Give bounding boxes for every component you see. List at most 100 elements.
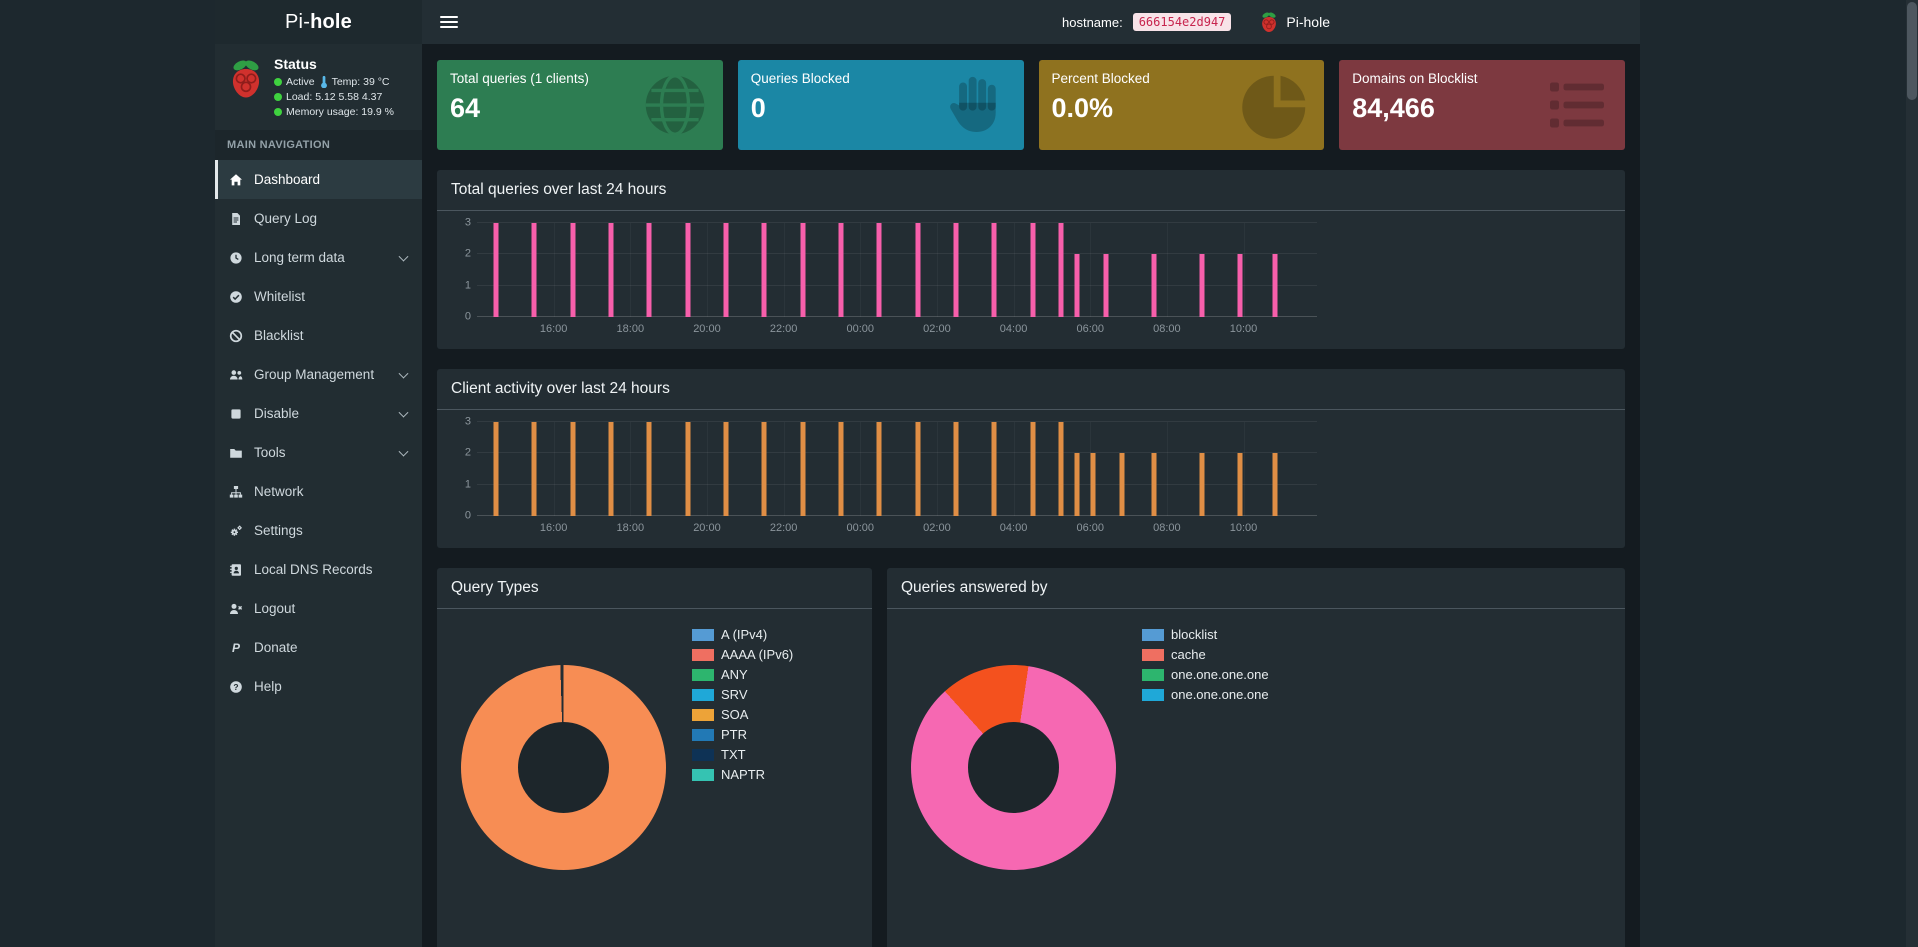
status-memory: Memory usage: 19.9 % bbox=[286, 106, 394, 118]
legend-swatch bbox=[1142, 648, 1164, 661]
clock-icon bbox=[230, 251, 242, 264]
legend-swatch bbox=[692, 628, 714, 641]
status-load-row: Load: 5.12 5.58 4.37 bbox=[274, 91, 394, 103]
sidebar-toggle-icon[interactable] bbox=[440, 16, 458, 28]
sidebar-item-label: Query Log bbox=[254, 211, 318, 226]
percent-blocked-card: Percent Blocked 0.0% bbox=[1038, 60, 1325, 150]
user-times-icon bbox=[230, 603, 243, 614]
sidebar-item-whitelist[interactable]: Whitelist bbox=[215, 277, 422, 316]
sidebar-menu: Dashboard Query Log Long term data White… bbox=[215, 160, 422, 706]
hostname-badge: 666154e2d947 bbox=[1132, 13, 1232, 31]
temperature-icon bbox=[320, 76, 327, 88]
list-icon bbox=[1550, 82, 1604, 128]
legend-item[interactable]: blocklist bbox=[1142, 627, 1269, 642]
sidebar-item-group-management[interactable]: Group Management bbox=[215, 355, 422, 394]
legend-item[interactable]: PTR bbox=[692, 727, 793, 742]
sidebar-item-query-log[interactable]: Query Log bbox=[215, 199, 422, 238]
legend-swatch bbox=[692, 668, 714, 681]
pihole-brand-link[interactable]: Pi-hole bbox=[1259, 10, 1330, 34]
sidebar-item-local-dns-records[interactable]: Local DNS Records bbox=[215, 550, 422, 589]
queries-over-time-xaxis: 16:00 18:00 20:00 22:00 00:00 02:00 04:00 06:00… bbox=[539, 323, 1258, 335]
status-active-label: Active bbox=[286, 76, 315, 88]
sidebar-item-tools[interactable]: Tools bbox=[215, 433, 422, 472]
legend-label: cache bbox=[1171, 647, 1206, 662]
home-icon bbox=[230, 173, 242, 185]
legend-swatch bbox=[1142, 668, 1164, 681]
query-types-donut[interactable] bbox=[461, 665, 666, 870]
legend-label: one.one.one.one bbox=[1171, 667, 1269, 682]
nav-brand-label: Pi-hole bbox=[1286, 14, 1330, 30]
status-load: Load: 5.12 5.58 4.37 bbox=[286, 91, 383, 103]
card-value: 64 bbox=[450, 93, 481, 123]
sidebar-item-blacklist[interactable]: Blacklist bbox=[215, 316, 422, 355]
legend-label: NAPTR bbox=[721, 767, 766, 782]
hand-stop-icon bbox=[949, 76, 996, 132]
sidebar-item-label: Tools bbox=[254, 445, 286, 460]
legend-label: TXT bbox=[721, 747, 746, 762]
queries-answered-by-title: Queries answered by bbox=[887, 568, 1625, 609]
client-activity-xaxis: 16:00 18:00 20:00 22:00 00:00 02:00 04:00 06:00… bbox=[539, 522, 1258, 534]
status-ok-icon bbox=[274, 78, 282, 86]
file-icon bbox=[232, 212, 240, 225]
legend-item[interactable]: AAAA (IPv6) bbox=[692, 647, 793, 662]
sidebar-item-label: Long term data bbox=[254, 250, 345, 265]
stop-icon bbox=[231, 408, 241, 419]
legend-item[interactable]: NAPTR bbox=[692, 767, 793, 782]
legend-item[interactable]: cache bbox=[1142, 647, 1269, 662]
svg-text:?: ? bbox=[233, 682, 238, 692]
check-circle-icon bbox=[230, 290, 242, 303]
legend-item[interactable]: one.one.one.one bbox=[1142, 687, 1269, 702]
card-value: 0 bbox=[750, 93, 766, 123]
card-title: Percent Blocked bbox=[1051, 71, 1150, 86]
status-memory-row: Memory usage: 19.9 % bbox=[274, 106, 394, 118]
logo[interactable]: Pi-hole bbox=[215, 0, 422, 44]
sidebar: Status Active Temp: 39 °C Load: 5.12 5.5… bbox=[215, 44, 422, 947]
legend-swatch bbox=[692, 768, 714, 781]
globe-icon bbox=[645, 74, 704, 136]
client-activity-title: Client activity over last 24 hours bbox=[437, 369, 1625, 410]
legend-item[interactable]: SRV bbox=[692, 687, 793, 702]
sidebar-item-help[interactable]: ? Help bbox=[215, 667, 422, 706]
legend-label: AAAA (IPv6) bbox=[721, 647, 794, 662]
sidebar-item-label: Network bbox=[254, 484, 304, 499]
top-navbar: Pi-hole hostname: 666154e2d947 Pi-hole bbox=[215, 0, 1640, 44]
page-scrollbar[interactable] bbox=[1906, 0, 1918, 947]
scrollbar-thumb[interactable] bbox=[1907, 2, 1917, 100]
legend-label: SOA bbox=[721, 707, 749, 722]
hostname-label: hostname: bbox=[1062, 14, 1123, 30]
legend-item[interactable]: one.one.one.one bbox=[1142, 667, 1269, 682]
legend-label: one.one.one.one bbox=[1171, 687, 1269, 702]
folder-icon bbox=[230, 448, 242, 458]
chevron-down-icon bbox=[398, 407, 409, 418]
legend-item[interactable]: TXT bbox=[692, 747, 793, 762]
query-types-title: Query Types bbox=[437, 568, 872, 609]
sidebar-item-donate[interactable]: P Donate bbox=[215, 628, 422, 667]
legend-swatch bbox=[692, 708, 714, 721]
sidebar-item-label: Whitelist bbox=[254, 289, 306, 304]
queries-answered-by-donut[interactable] bbox=[911, 665, 1116, 870]
legend-item[interactable]: SOA bbox=[692, 707, 793, 722]
sidebar-item-network[interactable]: Network bbox=[215, 472, 422, 511]
sidebar-item-dashboard[interactable]: Dashboard bbox=[215, 160, 422, 199]
legend-label: blocklist bbox=[1171, 627, 1218, 642]
legend-item[interactable]: ANY bbox=[692, 667, 793, 682]
sidebar-item-logout[interactable]: Logout bbox=[215, 589, 422, 628]
stat-cards: Total queries (1 clients) 64 Queries Blo… bbox=[437, 60, 1625, 150]
queries-answered-by-legend: blocklist cache one.one.one.one one.one.one… bbox=[1142, 625, 1269, 702]
legend-item[interactable]: A (IPv4) bbox=[692, 627, 793, 642]
status-active-row: Active Temp: 39 °C bbox=[274, 76, 394, 88]
sidebar-item-long-term-data[interactable]: Long term data bbox=[215, 238, 422, 277]
query-types-box: Query Types A (IPv4) AAAA (IPv6) ANY SRV SOA… bbox=[437, 568, 872, 947]
queries-over-time-title: Total queries over last 24 hours bbox=[437, 170, 1625, 211]
queries-answered-by-box: Queries answered by blocklist cache one.on… bbox=[887, 568, 1625, 947]
sidebar-item-disable[interactable]: Disable bbox=[215, 394, 422, 433]
sitemap-icon bbox=[229, 485, 243, 498]
paypal-icon: P bbox=[232, 641, 241, 655]
sidebar-item-label: Blacklist bbox=[254, 328, 304, 343]
sidebar-item-settings[interactable]: Settings bbox=[215, 511, 422, 550]
sidebar-item-label: Settings bbox=[254, 523, 303, 538]
